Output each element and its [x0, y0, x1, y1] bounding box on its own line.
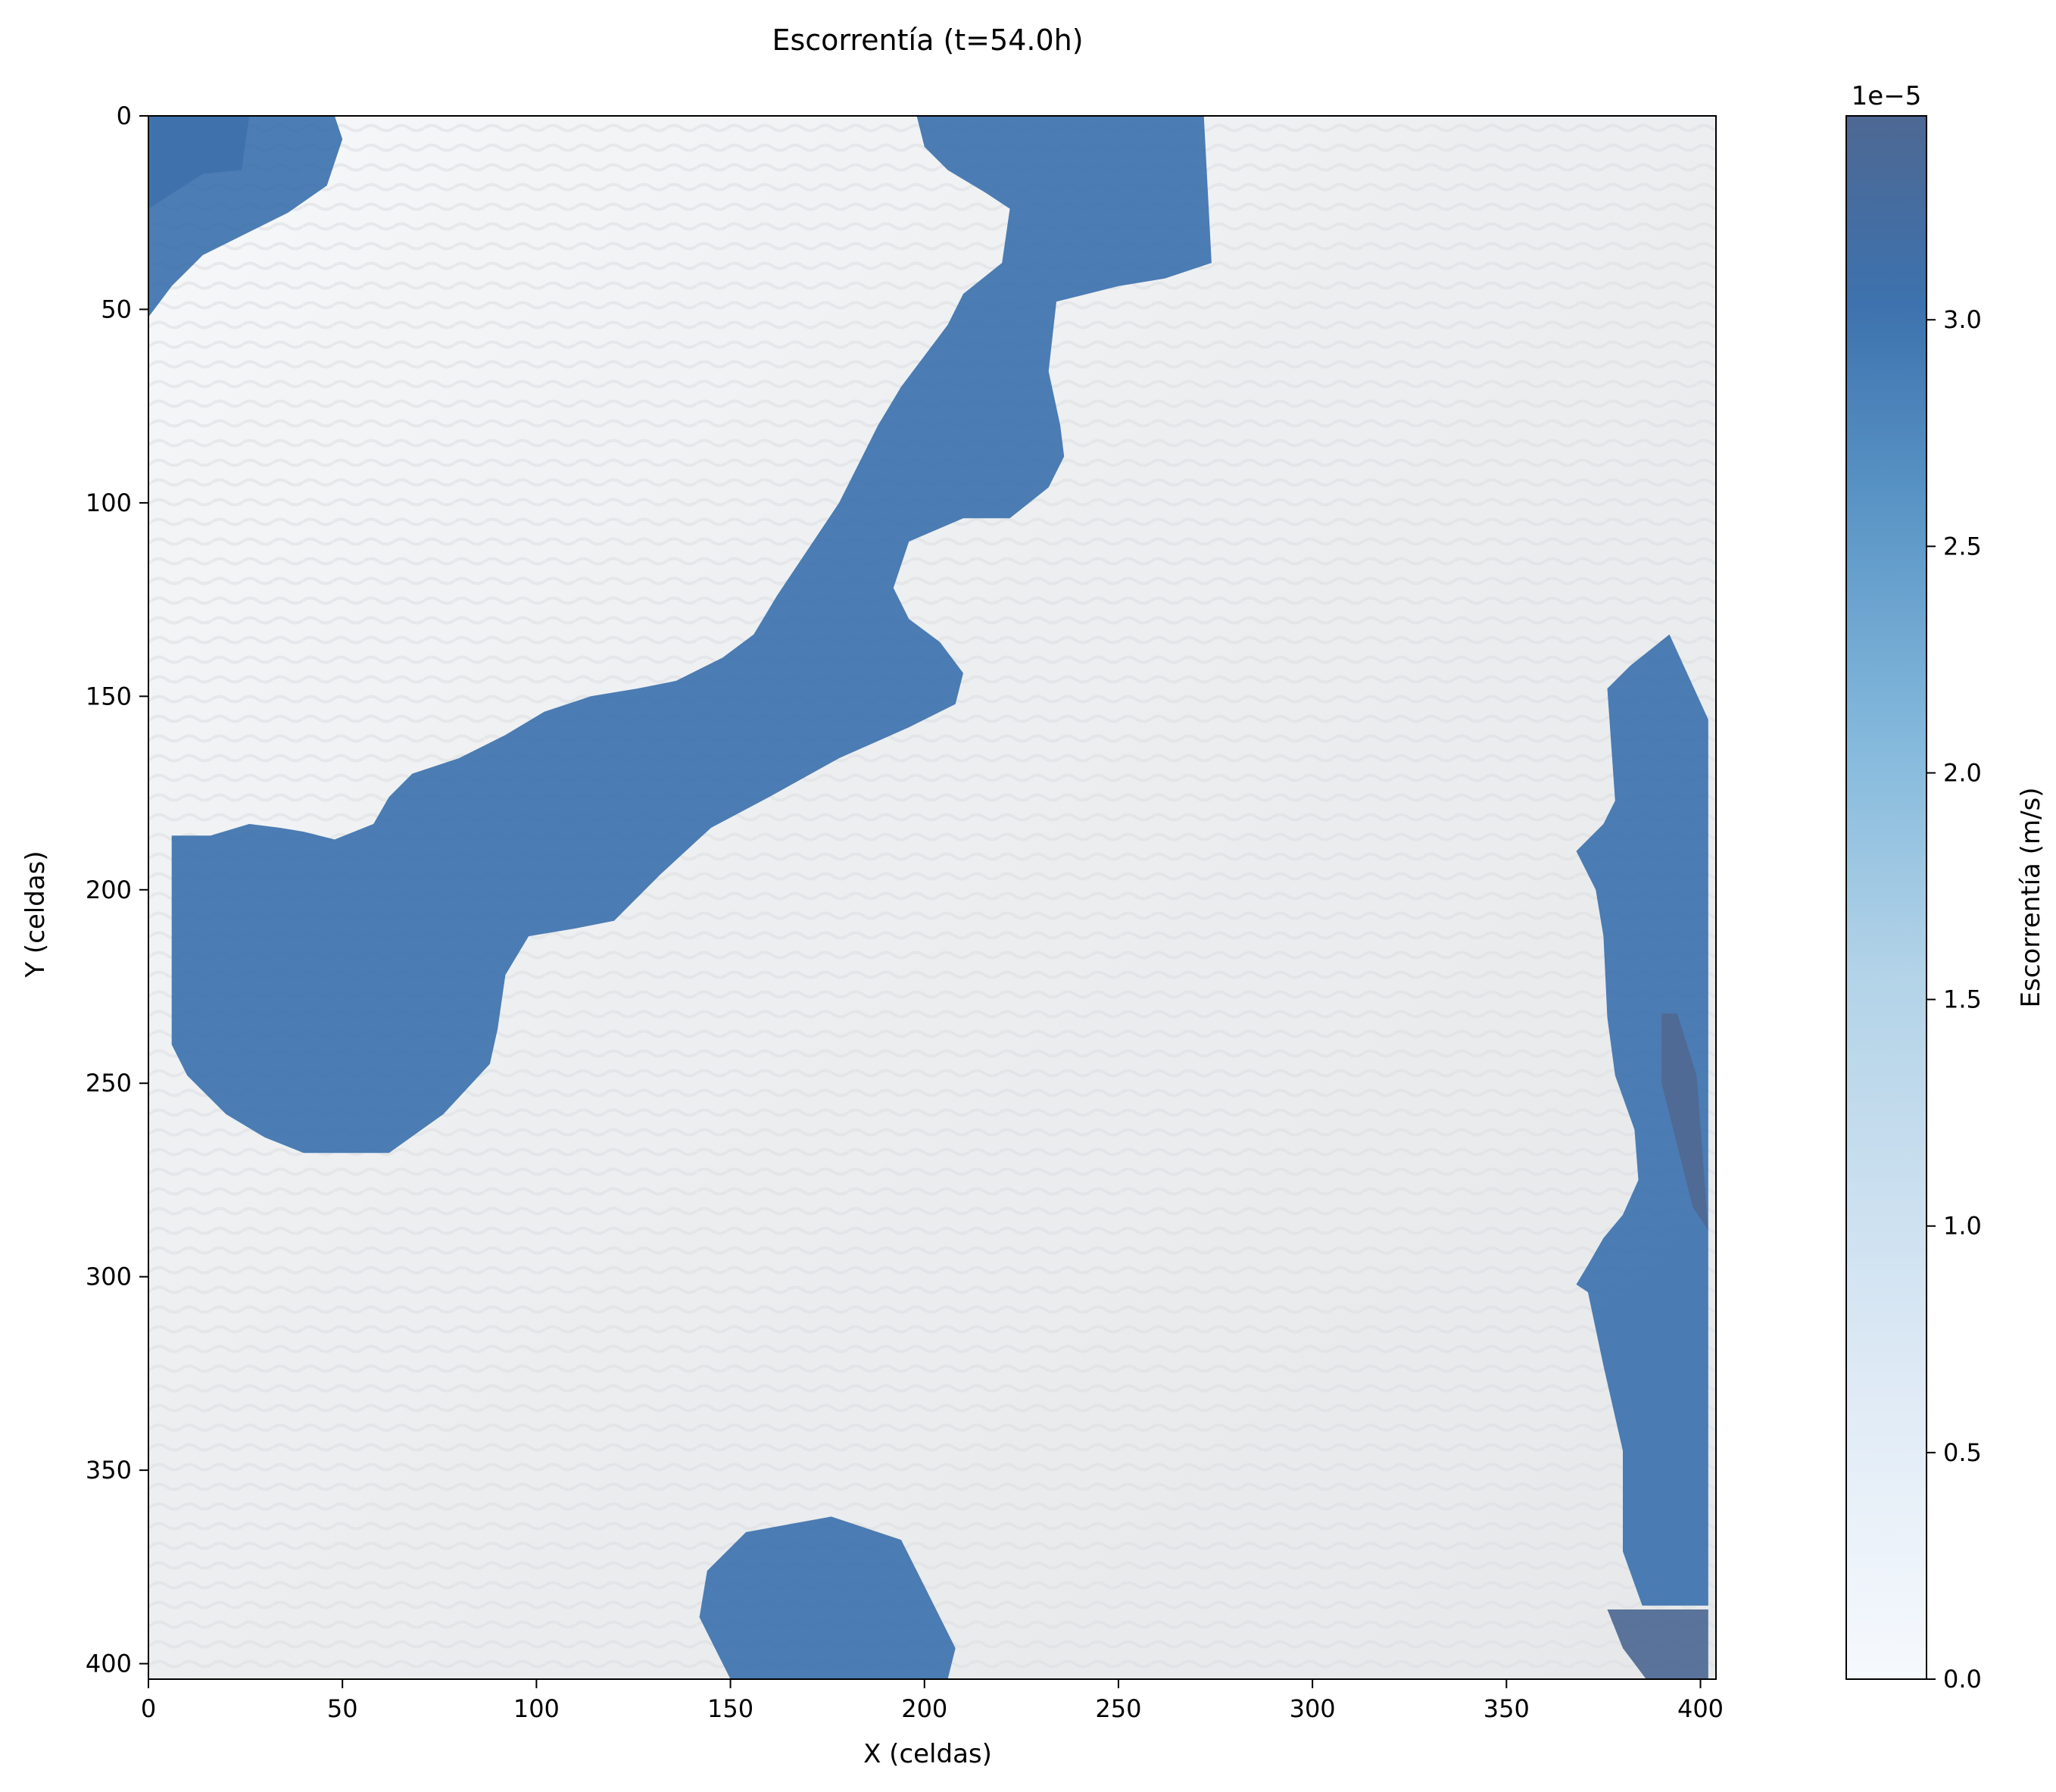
y-axis-ticks: 0 50 100 150 200 250 300 350 400 — [86, 101, 148, 1678]
colorbar-tick-label: 1.0 — [1943, 1212, 1982, 1241]
x-tick-label: 50 — [327, 1694, 358, 1723]
y-tick-label: 100 — [86, 489, 132, 517]
colorbar-tick-label: 0.5 — [1943, 1438, 1982, 1467]
x-tick-label: 250 — [1095, 1694, 1141, 1723]
y-tick-label: 300 — [86, 1263, 132, 1291]
colorbar-ticks: 0.0 0.5 1.0 1.5 2.0 2.5 3.0 — [1927, 305, 1982, 1694]
x-tick-label: 150 — [707, 1694, 753, 1723]
colorbar-tick-label: 0.0 — [1943, 1665, 1982, 1694]
y-tick-label: 350 — [86, 1456, 132, 1484]
x-tick-label: 300 — [1290, 1694, 1336, 1723]
colorbar-label: Escorrentía (m/s) — [2016, 787, 2046, 1007]
runoff-regions — [148, 116, 1708, 1679]
runoff-region-5 — [1661, 1013, 1708, 1231]
x-tick-label: 200 — [901, 1694, 947, 1723]
colorbar-tick-label: 2.5 — [1943, 532, 1982, 560]
runoff-region-7 — [699, 1516, 956, 1679]
colorbar: 0.0 0.5 1.0 1.5 2.0 2.5 3.0 1e−5 Escorrentía (… — [1845, 81, 2046, 1694]
y-tick-label: 200 — [86, 876, 132, 904]
plot-frame — [148, 115, 1717, 1680]
colorbar-tick-label: 2.0 — [1943, 758, 1982, 787]
y-tick-label: 250 — [86, 1069, 132, 1097]
x-tick-label: 100 — [513, 1694, 560, 1723]
x-tick-label: 350 — [1484, 1694, 1530, 1723]
x-tick-label: 400 — [1677, 1694, 1724, 1723]
colorbar-gradient-bar — [1845, 115, 1927, 1680]
colorbar-tick-label: 3.0 — [1943, 305, 1982, 334]
colorbar-scale-label: 1e−5 — [1852, 81, 1922, 111]
chart-title: Escorrentía (t=54.0h) — [772, 23, 1083, 57]
x-tick-label: 0 — [141, 1694, 156, 1723]
plot-area — [148, 115, 1717, 1680]
x-axis-ticks: 0 50 100 150 200 250 300 350 400 — [141, 1679, 1724, 1723]
y-axis-label: Y (celdas) — [20, 851, 51, 978]
runoff-region-6 — [1607, 1609, 1708, 1679]
colorbar-tick-label: 1.5 — [1943, 985, 1982, 1014]
x-axis-label: X (celdas) — [863, 1739, 992, 1769]
runoff-region-3 — [171, 116, 1212, 1154]
y-tick-label: 0 — [117, 101, 132, 130]
runoff-region-4 — [1576, 634, 1708, 1606]
y-tick-label: 150 — [86, 682, 132, 710]
y-tick-label: 400 — [86, 1650, 132, 1678]
runoff-region-2 — [148, 116, 343, 317]
y-tick-label: 50 — [101, 295, 132, 323]
